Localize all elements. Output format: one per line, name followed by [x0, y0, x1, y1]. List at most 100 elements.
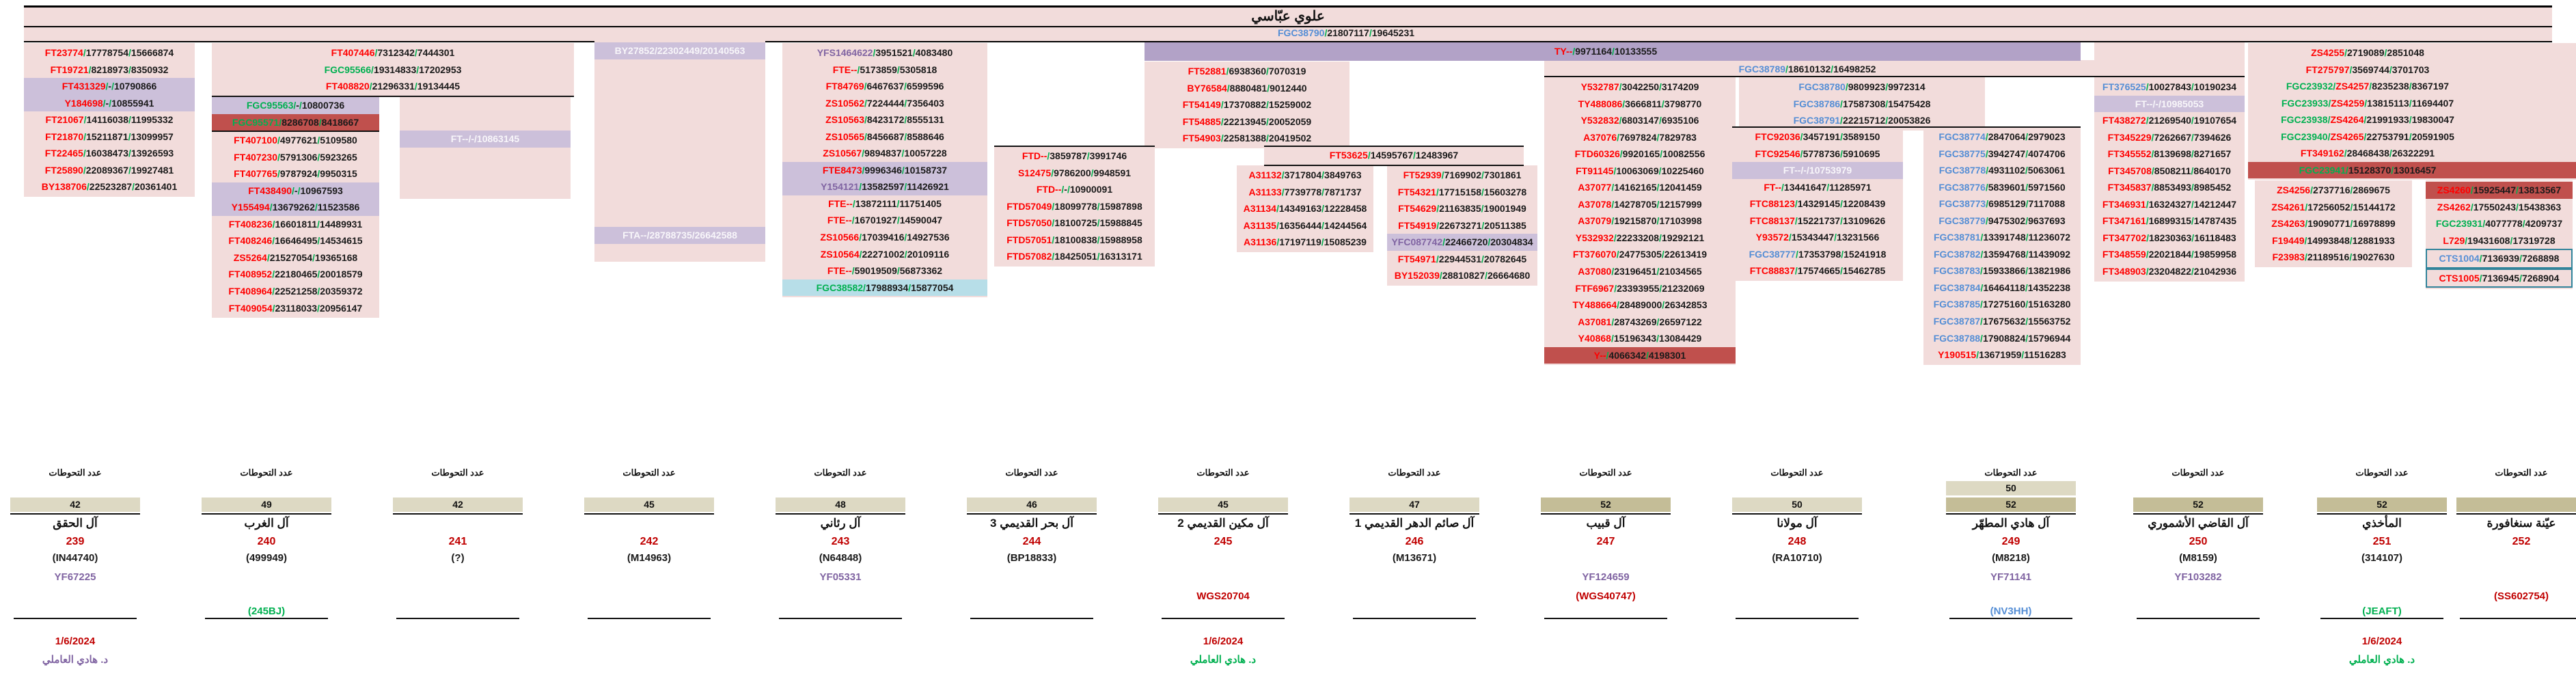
snp-part: TY488664 [1572, 299, 1617, 311]
snp-part: 3798770 [1664, 98, 1702, 109]
count-underline [1946, 513, 2076, 515]
snp-cell: FT347161/16899315/14787435 [2094, 213, 2245, 230]
separator: / [1281, 169, 1285, 180]
snp-cell: FT438272/21269540/19107654 [2094, 112, 2245, 129]
separator: / [2025, 131, 2029, 142]
separator: / [2191, 215, 2194, 227]
separator: / [279, 116, 282, 128]
snp-part: 10967593 [300, 185, 343, 196]
snp-part: FTE-- [827, 215, 852, 226]
count-cell: 50 [1732, 497, 1862, 512]
sample-count-header: عدد التحوطات [1984, 467, 2038, 478]
snp-part: 17256052 [2307, 201, 2351, 213]
separator: / [2522, 218, 2525, 230]
separator: / [128, 164, 131, 176]
snp-part: 7829783 [1659, 131, 1697, 143]
snp-part: 7262667 [2154, 131, 2191, 143]
snp-cell: FT346931/16324327/14212447 [2094, 196, 2245, 213]
snp-part: FT-- [1783, 165, 1801, 176]
snp-part: Y155494 [231, 202, 270, 213]
count-cell: 42 [10, 497, 140, 512]
snp-part: 11694407 [2411, 97, 2454, 109]
snp-cell: FGC95563/-/10800736 [212, 97, 379, 114]
separator: / [1266, 66, 1269, 77]
separator: / [1622, 98, 1626, 109]
snp-part: 7136939 [2482, 253, 2520, 264]
kit-code: (SS602754) [2493, 590, 2549, 602]
separator: / [2159, 98, 2161, 109]
snp-part: Y532932 [1575, 232, 1614, 243]
separator: / [904, 114, 907, 126]
separator: / [414, 47, 417, 58]
col7-left: FT52881/6938360/7070319 BY76584/8880481/9… [1145, 62, 1349, 148]
snp-part: 18230363 [2149, 232, 2192, 243]
separator: / [1840, 265, 1843, 277]
snp-cell: FT408246/16646495/14534615 [212, 232, 379, 249]
snp-part: 17715158 [1438, 186, 1482, 197]
count-underline [1158, 513, 1288, 515]
snp-cell: FT54971/22944531/20782645 [1387, 251, 1537, 268]
sample-count-header: عدد التحوطات [622, 467, 676, 478]
snp-part: FT345708 [2108, 165, 2152, 176]
snp-part: FGC38776 [1938, 181, 1986, 193]
snp-part: 16701927 [854, 215, 897, 226]
right-group-left: ZS4256/2737716/2869675 ZS4261/17256052/15… [2255, 180, 2412, 267]
separator: / [2025, 215, 2029, 226]
snp-part: 3589150 [1842, 131, 1880, 142]
separator: / [317, 135, 320, 146]
separator: / [1659, 115, 1662, 126]
snp-cell: FGC38780/9809923/9972314 [1739, 79, 1985, 96]
separator: / [864, 114, 867, 126]
sample-number: 242 [640, 536, 659, 547]
separator: / [2191, 232, 2195, 243]
separator: / [369, 81, 372, 92]
snp-cell: FGC38773/6985129/7117088 [1923, 195, 2081, 213]
snp-part: 7871737 [1324, 186, 1362, 197]
snp-part: FT54149 [1182, 99, 1221, 111]
snp-part: FT345229 [2107, 131, 2152, 143]
snp-cell: FT407765/9787924/9950315 [212, 165, 379, 182]
snp-part: FTF6967 [1575, 282, 1615, 294]
snp-part: 8588646 [907, 131, 944, 142]
snp-cell: FT345552/8139698/8271657 [2094, 146, 2245, 163]
lineage-name: آل القاضي الأشموري [2148, 517, 2249, 530]
separator: / [1488, 236, 1491, 248]
snp-part: FT-- [2135, 98, 2153, 109]
separator: / [1985, 148, 1988, 159]
separator: / [1436, 186, 1439, 197]
separator: / [105, 81, 109, 92]
snp-part: FGC38781 [1933, 232, 1981, 243]
snp-cell: FGC23932/ZS4257/8235238/8367197 [2248, 78, 2576, 95]
count-cell: 48 [776, 497, 905, 512]
snp-part: 11995332 [131, 114, 174, 126]
snp-part: 8218973 [91, 64, 129, 75]
snp-part: 22021844 [2148, 249, 2191, 260]
snp-part: 15196343 [1613, 333, 1657, 344]
snp-cell: A31133/7739778/7871737 [1237, 184, 1373, 201]
snp-part: 22302449 [657, 45, 700, 56]
snp-part: YFC087742 [1391, 236, 1443, 248]
snp-part: 17103998 [1659, 215, 1702, 227]
separator: / [269, 202, 273, 213]
snp-part: 20419502 [1268, 133, 1312, 144]
snp-part: FTE-- [827, 265, 852, 277]
separator: / [128, 47, 131, 58]
snp-part: 21232069 [1662, 282, 1705, 294]
snp-part: 22215712 [1842, 115, 1886, 126]
snp-part: FGC38778 [1938, 165, 1986, 176]
snp-cell: BY76584/8880481/9012440 [1145, 80, 1349, 97]
separator: / [2310, 185, 2313, 195]
snp-part: 7312342 [377, 47, 415, 58]
snp-cell: FGC38781/13391748/11236072 [1923, 229, 2081, 246]
snp-part: 21189516 [2307, 251, 2350, 263]
snp-part: 19830047 [2411, 114, 2454, 126]
separator: / [2305, 201, 2308, 213]
count-cell: 52 [1946, 497, 2076, 512]
snp-part: 16498252 [1833, 64, 1876, 74]
snp-part: ZS4259 [2331, 97, 2365, 109]
snp-cell: FGC38774/2847064/2979023 [1923, 128, 2081, 146]
snp-part: FT346931 [2102, 198, 2146, 210]
snp-part: 11285971 [1829, 181, 1872, 193]
snp-part: FTC88837 [1749, 265, 1795, 277]
snp-cell: FTC88137/15221737/13109626 [1732, 213, 1903, 230]
